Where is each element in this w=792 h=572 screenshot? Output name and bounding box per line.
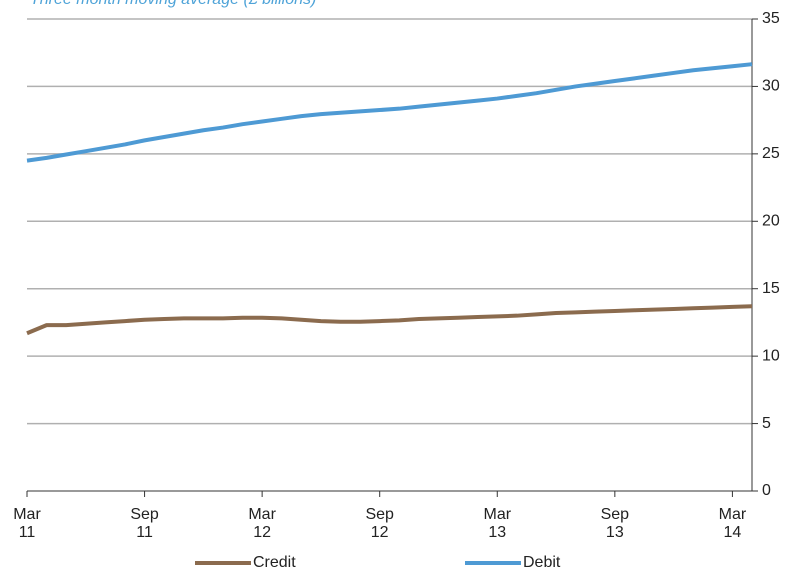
y-tick-label: 0	[762, 482, 771, 499]
y-tick-label: 10	[762, 347, 780, 364]
series-line	[26, 304, 753, 336]
y-tick-label: 15	[762, 280, 780, 297]
legend-label: Credit	[253, 554, 296, 571]
x-tick-label: Mar 12	[248, 506, 276, 541]
x-tick-label: Mar 11	[13, 506, 41, 541]
y-tick-label: 5	[762, 415, 771, 432]
chart-subtitle: Three month moving average (£ billions)	[30, 0, 316, 8]
legend-label: Debit	[523, 554, 561, 571]
x-tick-label: Mar 13	[483, 506, 512, 541]
x-tick-label: Sep 11	[130, 506, 159, 541]
x-tick-label: Sep 12	[365, 506, 394, 541]
y-tick-label: 20	[762, 213, 780, 230]
y-tick-label: 30	[762, 78, 780, 95]
y-tick-label: 35	[762, 10, 780, 27]
x-tick-label: Sep 13	[600, 506, 630, 541]
x-tick-label: Mar 14	[718, 506, 747, 541]
series-line	[26, 62, 753, 163]
y-tick-label: 25	[762, 145, 780, 162]
